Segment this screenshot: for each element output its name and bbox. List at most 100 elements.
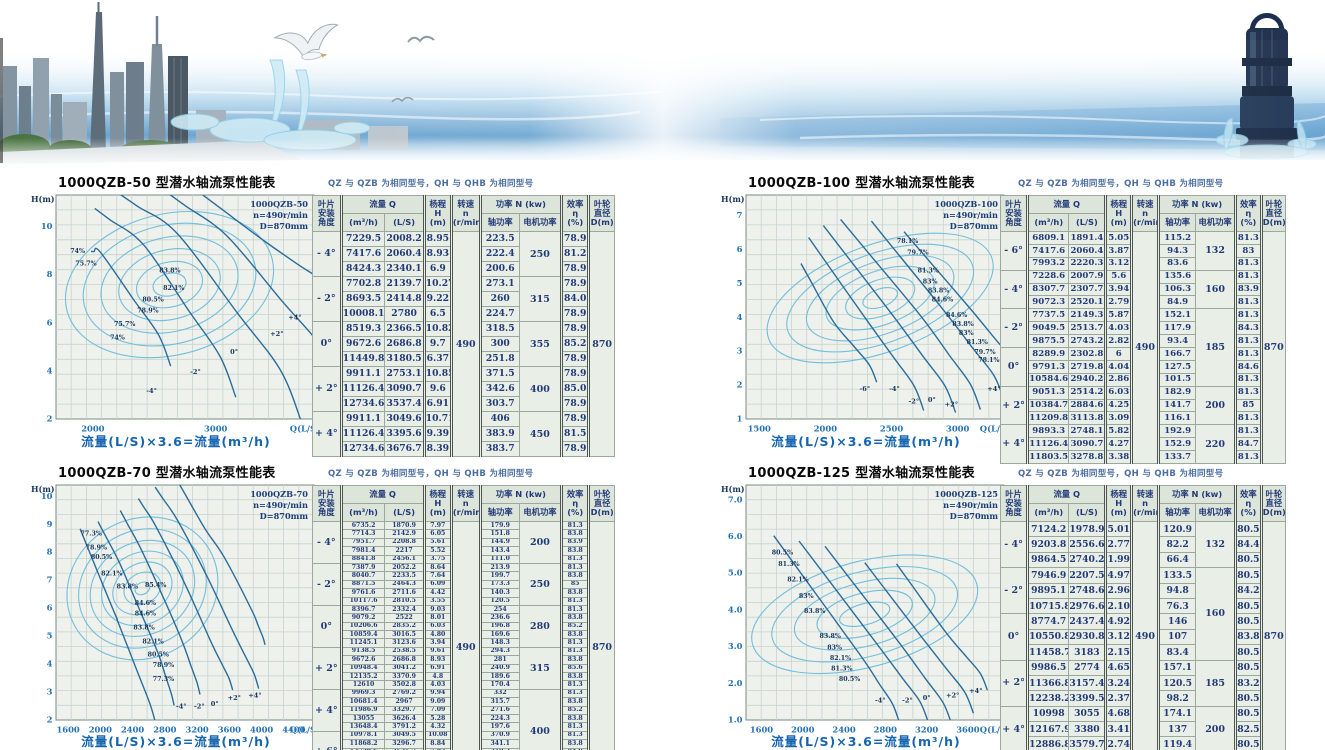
column-header: 流量 Q: [1027, 195, 1108, 214]
table-cell: 83.8: [561, 655, 591, 665]
table-cell: 6.5: [423, 306, 453, 322]
efficiency-label: 82.1%: [101, 570, 122, 577]
efficiency-label: 84.6%: [932, 296, 953, 303]
table-cell: 2008.2: [384, 231, 426, 247]
y-tick-label: 1: [737, 414, 743, 424]
table-cell: 2513.7: [1068, 321, 1108, 336]
table-cell: 383.9: [479, 426, 520, 442]
table-cell: 9203.8: [1027, 536, 1070, 553]
efficiency-contours: [64, 210, 275, 359]
table-cell: 78.9: [561, 231, 591, 247]
angle-cell: - 2°: [999, 567, 1030, 615]
table-cell: 83.8: [561, 697, 591, 707]
table-cell: 5.28: [423, 713, 453, 724]
table-cell: 2520.1: [1068, 295, 1108, 310]
table-cell: 9893.3: [1027, 424, 1070, 439]
table-cell: 120.9: [1158, 520, 1197, 538]
efficiency-label: 80.5%: [142, 296, 163, 303]
table-cell: 3626.4: [384, 713, 426, 724]
y-tick-label: 4: [47, 659, 53, 669]
table-cell: 223.5: [479, 231, 520, 247]
table-cell: 85.2: [561, 705, 591, 716]
table-cell: 13055: [340, 713, 386, 724]
table-cell: 3123.6: [384, 638, 426, 648]
x-tick-label: 2500: [880, 424, 903, 434]
model-note: QZ 与 QZB 为相同型号，QH 与 QHB 为相同型号: [1018, 179, 1224, 189]
table-cell: 2711.6: [384, 588, 426, 598]
table-cell: 8.95: [423, 231, 453, 247]
table-cell: 2217: [384, 546, 426, 556]
table-cell: 3502.8: [384, 680, 426, 690]
table-cell: 11126.4: [340, 381, 386, 397]
curve-0°: [119, 195, 302, 419]
efficiency-label: 82.1%: [787, 576, 808, 583]
table-cell: 83.6: [1158, 256, 1197, 271]
table-cell: 78.9: [561, 411, 591, 427]
table-cell: 10384.7: [1027, 398, 1070, 413]
table-cell: 80.5: [1235, 659, 1263, 676]
table-cell: 11126.4: [1027, 437, 1070, 452]
x-tick-label: 3200: [915, 725, 938, 735]
efficiency-label: 78.9%: [153, 662, 174, 669]
table-cell: 5.01: [1105, 520, 1134, 538]
table-cell: 4.68: [1105, 705, 1134, 723]
table-cell: 4.97: [1105, 567, 1134, 584]
table-cell: 12135.2: [340, 672, 386, 682]
column-header: 轴功率: [479, 503, 520, 522]
table-cell: 371.5: [479, 366, 520, 382]
angle-label: -2°: [194, 702, 205, 710]
table-cell: 146: [1158, 613, 1197, 630]
table-cell: 197.6: [479, 722, 520, 732]
table-cell: 6.91: [423, 396, 453, 412]
table-cell: 133.5: [1158, 567, 1197, 584]
efficiency-label: 78.1%: [897, 238, 918, 245]
table-cell: 2142.9: [384, 529, 426, 539]
table-cell: 8.01: [423, 613, 453, 623]
angle-label: -4°: [176, 702, 187, 710]
model-note: QZ 与 QZB 为相同型号，QH 与 QHB 为相同型号: [1018, 469, 1224, 479]
chart-legend-line: D=870mm: [260, 221, 309, 231]
table-cell: 2538.5: [384, 646, 426, 657]
table-cell: 5.87: [1105, 308, 1134, 323]
table-cell: 6: [1105, 347, 1134, 361]
table-cell: 7.64: [423, 571, 453, 581]
column-header: 转速 n (r/min): [450, 195, 482, 232]
column-header: 叶轮 直径 D(m): [1260, 485, 1287, 522]
column-header: 杨程 H (m): [1105, 195, 1134, 232]
table-cell: 10.71: [423, 411, 453, 427]
motor-power-cell: 200: [518, 521, 564, 564]
section-title: 1000QZB-50 型潜水轴流泵性能表: [58, 176, 276, 191]
flow-conversion-caption: 流量(L/S)×3.6=流量(m³/h): [771, 434, 961, 449]
curve--6°: [800, 263, 878, 383]
column-header: (m³/h): [1027, 213, 1070, 232]
table-cell: 82.2: [1158, 536, 1197, 553]
table-cell: 11126.4: [340, 426, 386, 442]
table-cell: 8.84: [423, 739, 453, 749]
table-cell: 3537.4: [384, 396, 426, 412]
efficiency-label: 81.3%: [918, 267, 939, 274]
table-cell: 224.3: [479, 713, 520, 724]
section-title: 1000QZB-70 型潜水轴流泵性能表: [58, 466, 276, 481]
table-cell: 7737.5: [1027, 308, 1070, 323]
motor-power-cell: 450: [518, 411, 564, 457]
table-cell: 3180.5: [384, 351, 426, 367]
table-cell: 83.8: [561, 529, 591, 539]
column-header: 轴功率: [479, 213, 520, 232]
table-cell: 80.5: [1235, 567, 1263, 584]
table-cell: 4.8: [423, 672, 453, 682]
table-cell: 189.6: [479, 672, 520, 682]
y-tick-label: 2: [737, 380, 743, 390]
angle-label: 0°: [211, 700, 219, 708]
table-cell: 9.09: [423, 697, 453, 707]
table-cell: 7702.8: [340, 276, 386, 292]
table-cell: 6.05: [423, 529, 453, 539]
table-cell: 140.3: [479, 588, 520, 598]
column-header: (m³/h): [1027, 503, 1070, 522]
efficiency-label: 83%: [827, 645, 842, 652]
table-cell: 3.12: [1105, 628, 1134, 646]
table-cell: 179.9: [479, 520, 520, 531]
table-cell: 3370.9: [384, 672, 426, 682]
table-cell: 1.99: [1105, 551, 1134, 569]
